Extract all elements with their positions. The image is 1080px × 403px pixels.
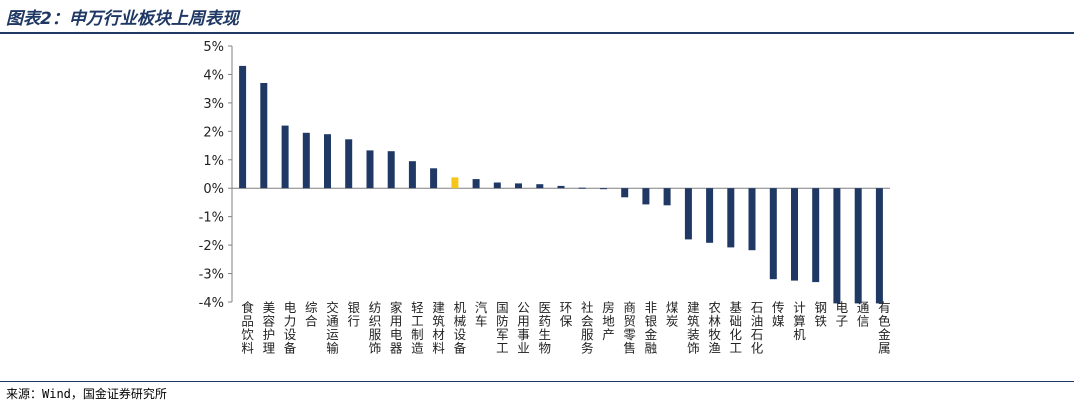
bar-22 [684, 188, 692, 240]
x-tick-label: 建筑材料 [432, 300, 445, 356]
footer-rule [0, 381, 1074, 382]
x-tick-label: 基础化工 [730, 300, 743, 356]
y-tick-label: -1% [199, 211, 224, 226]
bar-20 [642, 188, 650, 205]
source-note: 来源：Wind，国金证券研究所 [6, 387, 167, 401]
x-tick-label: 美容护理 [263, 300, 276, 356]
y-tick-label: -4% [199, 296, 224, 311]
y-tick-label: 0% [203, 182, 224, 197]
bar-27 [791, 188, 798, 281]
x-tick-label: 医药生物 [539, 300, 552, 356]
bar-13 [493, 182, 501, 189]
bar-19 [621, 188, 629, 198]
bar-6 [345, 139, 353, 189]
x-tick-label: 食品饮料 [241, 300, 254, 356]
x-tick-label: 煤炭 [666, 300, 679, 329]
bar-chart: 5% 4% 3% 2% 1% 0% -1% -2% -3% -4% 食品饮料美容护理电力设备综合交通… [199, 40, 891, 356]
y-tick-label: 1% [203, 154, 224, 169]
chart-title-bar: 图表2：申万行业板块上周表现 [0, 0, 1080, 36]
x-tick-label: 机械设备 [454, 300, 467, 356]
x-tick-label: 有色金属 [878, 300, 891, 356]
bar-25 [748, 188, 756, 251]
x-tick-label: 汽车 [475, 300, 488, 329]
bar-16 [557, 185, 565, 189]
bar-28 [812, 188, 820, 283]
title-rule [0, 32, 1074, 34]
x-tick-label: 计算机 [793, 300, 806, 342]
y-tick-label: 5% [203, 40, 224, 55]
bar-23 [706, 188, 714, 243]
bar-30 [854, 188, 862, 304]
x-tick-label: 通信 [857, 300, 870, 329]
y-tick-label: -2% [199, 239, 224, 254]
x-tick-label: 家用电器 [390, 300, 403, 356]
y-tick-label: 3% [203, 97, 224, 112]
bar-18 [600, 188, 607, 190]
bar-31 [875, 188, 883, 304]
x-tick-label: 传媒 [772, 300, 785, 329]
bar-9 [408, 161, 416, 189]
x-tick-label: 综合 [305, 300, 318, 329]
x-tick-label: 商贸零售 [623, 300, 636, 356]
bar-26 [769, 188, 777, 280]
x-tick-label: 电子 [836, 300, 849, 329]
x-tick-label: 房地产 [602, 300, 615, 342]
bar-14 [515, 183, 522, 189]
x-tick-label: 轻工制造 [411, 300, 424, 356]
bar-8 [387, 151, 395, 189]
x-tick-label: 社会服务 [581, 300, 594, 356]
bar-5 [324, 134, 331, 189]
bar-11 [451, 177, 459, 189]
x-tick-label: 交通运输 [326, 300, 339, 356]
bar-2 [260, 83, 268, 189]
x-tick-label: 国防军工 [496, 300, 509, 356]
y-tick-label: -3% [199, 268, 224, 283]
bar-12 [472, 179, 480, 189]
bar-15 [536, 184, 544, 189]
x-tick-label: 非银金融 [645, 300, 658, 356]
bar-29 [833, 188, 841, 304]
x-tick-label: 银行 [347, 300, 360, 329]
bar-21 [663, 188, 671, 206]
y-tick-label: 4% [203, 68, 224, 83]
bar-1 [239, 65, 247, 189]
chart-title: 图表2：申万行业板块上周表现 [6, 9, 239, 29]
x-tick-label: 农林牧渔 [708, 300, 721, 356]
bar-3 [281, 125, 289, 189]
x-tick-label: 建筑装饰 [687, 300, 700, 356]
bar-4 [302, 132, 310, 189]
y-tick-label: 2% [203, 125, 224, 140]
x-tick-label: 环保 [560, 300, 573, 329]
x-tick-label: 钢铁 [814, 300, 827, 329]
x-tick-label: 电力设备 [284, 300, 297, 356]
bar-24 [727, 188, 735, 248]
x-tick-label: 石油石化 [751, 300, 764, 356]
x-tick-label: 公用事业 [517, 300, 530, 356]
bar-7 [366, 150, 374, 189]
x-tick-label: 纺织服饰 [369, 300, 382, 356]
bar-17 [578, 187, 586, 189]
bar-10 [430, 168, 438, 189]
